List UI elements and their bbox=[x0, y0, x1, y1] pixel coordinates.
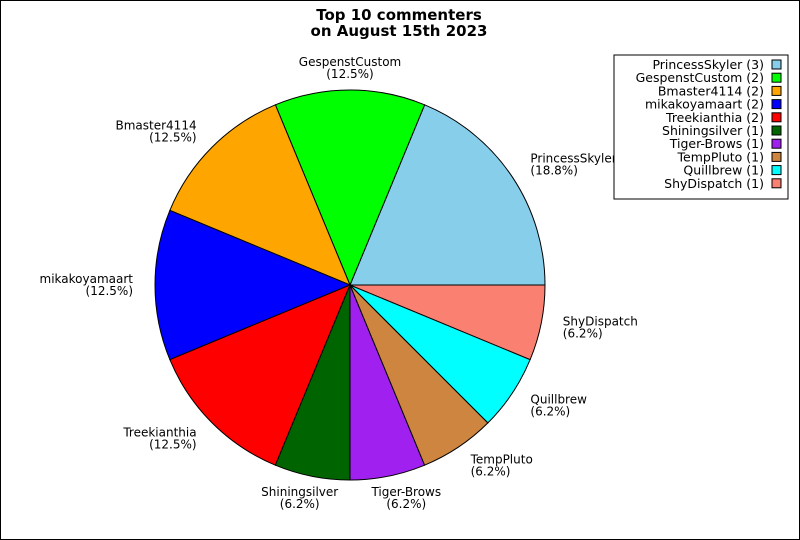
legend-box bbox=[613, 54, 789, 200]
slice-percent-tiger-brows: (6.2%) bbox=[386, 497, 426, 511]
chart-title-line-1: Top 10 commenters bbox=[316, 6, 482, 24]
legend: PrincessSkyler (3)GespenstCustom (2)Bmas… bbox=[613, 54, 789, 200]
slice-label-tiger-brows: Tiger-Brows bbox=[370, 485, 441, 499]
slice-label-mikakoyamaart: mikakoyamaart bbox=[40, 272, 134, 286]
slice-percent-quillbrew: (6.2%) bbox=[530, 405, 570, 419]
legend-swatch-bmaster4114 bbox=[771, 85, 782, 96]
legend-swatch-treekianthia bbox=[771, 112, 782, 123]
slice-percent-shiningsilver: (6.2%) bbox=[280, 497, 320, 511]
legend-swatch-quillbrew bbox=[771, 165, 782, 176]
slice-label-gespenstcustom: GespenstCustom bbox=[299, 55, 401, 69]
slice-percent-temppluto: (6.2%) bbox=[471, 464, 511, 478]
slice-percent-shydispatch: (6.2%) bbox=[563, 326, 603, 340]
slice-label-princessskyler: PrincessSkyler bbox=[530, 151, 616, 165]
legend-swatch-temppluto bbox=[771, 151, 782, 162]
legend-swatch-tiger-brows bbox=[771, 138, 782, 149]
legend-label-bmaster4114: Bmaster4114 (2) bbox=[658, 83, 764, 98]
pie-slice-bmaster4114 bbox=[169, 104, 351, 286]
legend-label-shiningsilver: Shiningsilver (1) bbox=[662, 123, 764, 138]
slice-percent-mikakoyamaart: (12.5%) bbox=[86, 284, 133, 298]
pie-slice-princessskyler bbox=[349, 104, 546, 286]
pie-slices bbox=[154, 89, 546, 481]
legend-label-temppluto: TempPluto (1) bbox=[677, 149, 764, 164]
chart-title-line-2: on August 15th 2023 bbox=[311, 22, 488, 40]
legend-swatch-shiningsilver bbox=[771, 125, 782, 136]
pie-slice-gespenstcustom bbox=[274, 89, 426, 287]
slice-label-bmaster4114: Bmaster4114 bbox=[116, 119, 197, 133]
slice-percent-treekianthia: (12.5%) bbox=[149, 437, 196, 451]
pie-slice-mikakoyamaart bbox=[154, 209, 352, 361]
slice-label-temppluto: TempPluto bbox=[470, 452, 533, 466]
legend-swatch-princessskyler bbox=[771, 59, 782, 70]
legend-label-quillbrew: Quillbrew (1) bbox=[683, 163, 764, 178]
slice-label-shydispatch: ShyDispatch bbox=[563, 314, 638, 328]
slice-percent-princessskyler: (18.8%) bbox=[530, 163, 577, 177]
legend-swatch-gespenstcustom bbox=[771, 72, 782, 83]
pie-slice-treekianthia bbox=[169, 284, 351, 466]
slice-label-shiningsilver: Shiningsilver bbox=[261, 485, 338, 499]
pie-slice-shydispatch bbox=[349, 284, 546, 361]
slice-label-quillbrew: Quillbrew bbox=[530, 393, 587, 407]
legend-label-mikakoyamaart: mikakoyamaart (2) bbox=[645, 97, 764, 112]
legend-label-princessskyler: PrincessSkyler (3) bbox=[652, 57, 764, 72]
legend-label-treekianthia: Treekianthia (2) bbox=[665, 110, 764, 125]
legend-label-tiger-brows: Tiger-Brows (1) bbox=[669, 136, 764, 151]
slice-label-treekianthia: Treekianthia bbox=[122, 425, 196, 439]
legend-label-gespenstcustom: GespenstCustom (2) bbox=[636, 70, 764, 85]
slice-labels: PrincessSkyler(18.8%)GespenstCustom(12.5… bbox=[40, 55, 638, 511]
legend-swatch-mikakoyamaart bbox=[771, 99, 782, 110]
slice-percent-gespenstcustom: (12.5%) bbox=[326, 67, 373, 81]
slice-percent-bmaster4114: (12.5%) bbox=[149, 131, 196, 145]
legend-label-shydispatch: ShyDispatch (1) bbox=[664, 176, 764, 191]
legend-swatch-shydispatch bbox=[771, 178, 782, 189]
